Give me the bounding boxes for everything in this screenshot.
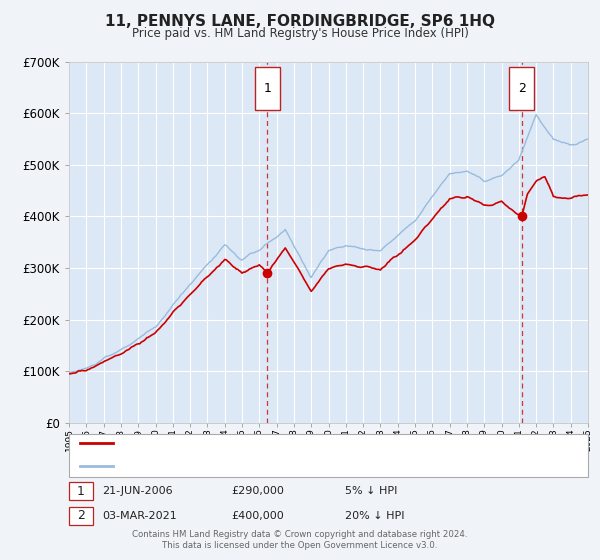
Text: 2: 2 bbox=[77, 509, 85, 522]
Text: Price paid vs. HM Land Registry's House Price Index (HPI): Price paid vs. HM Land Registry's House … bbox=[131, 27, 469, 40]
Text: 1: 1 bbox=[77, 484, 85, 498]
Text: HPI: Average price, detached house, New Forest: HPI: Average price, detached house, New … bbox=[120, 461, 383, 470]
FancyBboxPatch shape bbox=[509, 67, 534, 110]
Text: 20% ↓ HPI: 20% ↓ HPI bbox=[345, 511, 404, 521]
FancyBboxPatch shape bbox=[255, 67, 280, 110]
Text: 5% ↓ HPI: 5% ↓ HPI bbox=[345, 486, 397, 496]
Text: 21-JUN-2006: 21-JUN-2006 bbox=[102, 486, 173, 496]
Text: Contains HM Land Registry data © Crown copyright and database right 2024.: Contains HM Land Registry data © Crown c… bbox=[132, 530, 468, 539]
Text: This data is licensed under the Open Government Licence v3.0.: This data is licensed under the Open Gov… bbox=[163, 541, 437, 550]
Text: 03-MAR-2021: 03-MAR-2021 bbox=[102, 511, 177, 521]
Text: £290,000: £290,000 bbox=[231, 486, 284, 496]
Text: 1: 1 bbox=[263, 82, 271, 95]
Text: 11, PENNYS LANE, FORDINGBRIDGE, SP6 1HQ (detached house): 11, PENNYS LANE, FORDINGBRIDGE, SP6 1HQ … bbox=[120, 438, 471, 448]
Text: 2: 2 bbox=[518, 82, 526, 95]
Text: 11, PENNYS LANE, FORDINGBRIDGE, SP6 1HQ: 11, PENNYS LANE, FORDINGBRIDGE, SP6 1HQ bbox=[105, 14, 495, 29]
Text: £400,000: £400,000 bbox=[231, 511, 284, 521]
